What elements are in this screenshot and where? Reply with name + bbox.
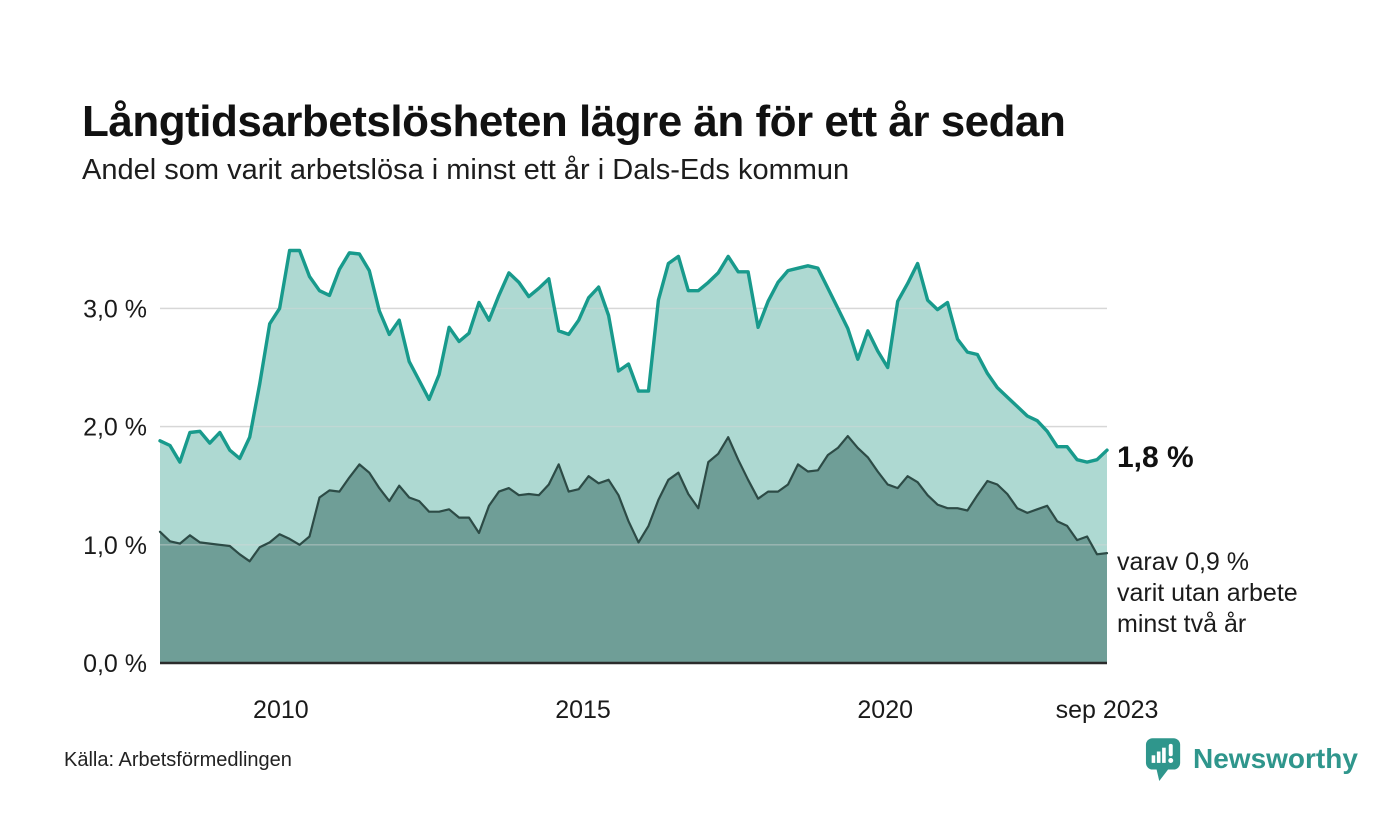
brand-name: Newsworthy [1193,743,1358,774]
brand-logo: Newsworthy [1145,737,1358,785]
secondary-annotation: varav 0,9 % varit utan arbete minst två … [1117,548,1298,638]
series-line-0 [158,248,1109,464]
series-area-1 [160,436,1107,663]
y-tick-label: 3,0 % [83,295,147,323]
page-title: Långtidsarbetslösheten lägre än för ett … [82,97,1066,147]
source-note: Källa: Arbetsförmedlingen [64,749,292,771]
newsworthy-logo-icon [1145,738,1181,781]
x-tick-label: 2010 [253,696,309,724]
y-tick-label: 2,0 % [83,414,147,442]
x-tick-label: 2015 [555,696,611,724]
x-tick-label: sep 2023 [1056,696,1159,724]
y-tick-label: 0,0 % [83,650,147,678]
page-subtitle: Andel som varit arbetslösa i minst ett å… [82,154,850,186]
x-tick-label: 2020 [857,696,913,724]
y-tick-label: 1,0 % [83,532,147,560]
latest-value-label: 1,8 % [1117,441,1194,474]
series-line-1 [158,435,1109,563]
